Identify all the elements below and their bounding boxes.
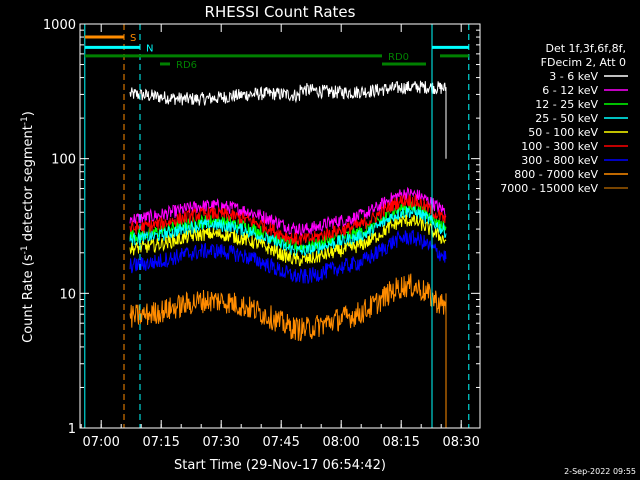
flag-label-0: S (130, 33, 136, 44)
legend-label: 100 - 300 keV (521, 140, 598, 153)
series-line-0 (129, 80, 447, 159)
series-line-4 (129, 214, 447, 267)
y-axis-label-part-2: detector segment (21, 125, 36, 245)
legend-header-line: Det 1f,3f,6f,8f, (545, 42, 626, 55)
legend-label: 800 - 7000 keV (514, 168, 598, 181)
x-tick-label: 08:15 (382, 435, 419, 450)
legend-label: 6 - 12 keV (542, 84, 598, 97)
x-tick-label: 07:00 (82, 435, 119, 450)
series-line-6 (129, 229, 447, 284)
x-axis-label: Start Time (29-Nov-17 06:54:42) (174, 458, 386, 473)
legend-label: 50 - 100 keV (528, 126, 598, 139)
y-tick-label: 100 (51, 153, 76, 168)
series-line-3 (129, 205, 447, 257)
legend-label: 300 - 800 keV (521, 154, 598, 167)
x-tick-label: 07:15 (142, 435, 179, 450)
y-axis-label-part-1: Count Rate (s (21, 254, 36, 343)
plot-frame (79, 23, 481, 429)
x-tick-label: 08:30 (442, 435, 479, 450)
series-line-1 (129, 186, 447, 237)
y-tick-label: 10 (59, 287, 76, 302)
legend: Det 1f,3f,6f,8f,FDecim 2, Att 03 - 6 keV… (500, 42, 628, 195)
legend-label: 12 - 25 keV (535, 98, 598, 111)
marker-layer: SN RD0 RD6 (84, 24, 470, 428)
series-line-5 (129, 194, 447, 246)
legend-label: 25 - 50 keV (535, 112, 598, 125)
legend-label: 7000 - 15000 keV (500, 182, 598, 195)
chart-title: RHESSI Count Rates (205, 3, 356, 21)
legend-label: 3 - 6 keV (549, 70, 598, 83)
series-layer (129, 80, 447, 428)
flag-label-5: RD6 (176, 60, 197, 71)
x-tick-label: 07:30 (202, 435, 239, 450)
series-line-2 (129, 201, 447, 253)
flag-label-3: RD0 (388, 52, 409, 63)
legend-header-line: FDecim 2, Att 0 (541, 56, 626, 69)
x-tick-label: 07:45 (262, 435, 299, 450)
y-axis-label-superscript-1: -1 (20, 245, 30, 254)
y-tick-label: 1 (68, 422, 76, 437)
x-tick-label: 08:00 (322, 435, 359, 450)
y-axis-label-part-3: ) (21, 111, 36, 116)
generation-timestamp: 2-Sep-2022 09:55 (564, 467, 636, 476)
flag-label-1: N (146, 43, 153, 54)
y-axis-label: Count Rate (s-1 detector segment-1) (20, 111, 36, 343)
y-tick-label: 1000 (43, 18, 76, 33)
y-axis-label-superscript-2: -1 (20, 116, 30, 125)
series-line-7 (129, 273, 447, 342)
axis-layer: 1 10 100 1000 07:00 07:15 07:30 07:45 08:00 08:15… (43, 18, 480, 450)
